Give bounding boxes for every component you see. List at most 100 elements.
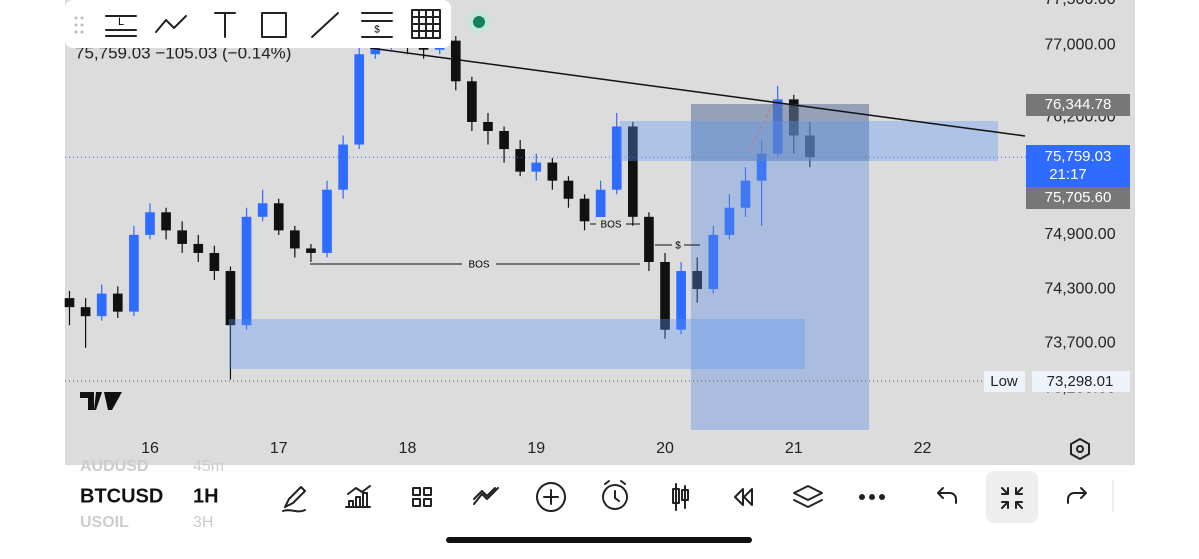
settings-dot — [1076, 445, 1084, 453]
more-btn[interactable] — [859, 494, 885, 500]
y-tick-label: 77,000.00 — [1044, 36, 1115, 53]
low-tag — [984, 371, 1025, 392]
tool-text: L — [118, 16, 124, 28]
draw-btn[interactable] — [282, 486, 306, 513]
candle-body — [112, 293, 123, 312]
countdown: 21:17 — [1049, 166, 1087, 183]
x-tick-label: 17 — [270, 440, 288, 457]
candle-body — [129, 234, 139, 312]
candle-body — [644, 216, 654, 262]
fullscreen-bg — [986, 471, 1038, 523]
y-tick-label: 74,900.00 — [1044, 226, 1115, 243]
candle-body — [322, 189, 332, 253]
candle-body — [692, 271, 703, 290]
status-dot — [473, 16, 485, 28]
zone — [620, 121, 998, 161]
tool-grid[interactable] — [411, 9, 441, 39]
interval-next[interactable]: 3H — [193, 514, 213, 531]
x-tick-label: 18 — [399, 440, 417, 457]
candle-body — [499, 130, 509, 150]
replay-btn[interactable] — [734, 488, 753, 506]
low-tag — [1032, 371, 1130, 392]
objects-btn[interactable] — [793, 485, 823, 508]
label-bg — [462, 257, 496, 271]
add-btn[interactable] — [536, 482, 566, 512]
candle-body — [177, 230, 188, 244]
candle-body — [241, 216, 252, 326]
position-stop — [691, 104, 869, 161]
redo-btn[interactable] — [1067, 487, 1087, 504]
candle-body — [450, 40, 461, 82]
chart-type-btn[interactable] — [672, 483, 689, 511]
low-value: 73,298.01 — [1047, 373, 1114, 390]
layouts-btn[interactable] — [412, 487, 432, 507]
indicators-btn[interactable] — [345, 485, 371, 508]
interval[interactable]: 1H — [193, 485, 219, 507]
x-tick-label: 20 — [656, 440, 674, 457]
candle-body — [338, 144, 348, 190]
symbol-next[interactable]: USOIL — [80, 514, 129, 531]
candle-body — [145, 212, 155, 235]
undo-btn[interactable] — [937, 487, 957, 504]
interval-prev[interactable]: 45m — [193, 458, 224, 475]
symbol-prev[interactable]: AUDUSD — [80, 458, 148, 475]
home-indicator — [446, 537, 752, 543]
label-bg — [596, 217, 626, 231]
candle-body — [660, 261, 670, 330]
candle-body — [257, 203, 268, 217]
tool-label[interactable]: L — [105, 15, 137, 37]
candle-body — [273, 203, 284, 231]
sweep-label: $ — [675, 241, 681, 252]
compare-btn[interactable] — [473, 487, 499, 505]
candle-body — [708, 234, 719, 290]
x-tick-label: 21 — [785, 440, 803, 457]
fullscreen-btn[interactable] — [1001, 487, 1023, 509]
candle-body — [805, 135, 815, 158]
position-box — [691, 104, 869, 430]
chart-background — [65, 0, 1135, 465]
price-tag — [1026, 187, 1130, 209]
candle-body — [595, 189, 606, 222]
candle-body — [772, 99, 783, 154]
settings[interactable] — [1070, 438, 1090, 460]
trendline — [369, 47, 1026, 137]
candle-body — [306, 248, 316, 253]
x-tick-label: 19 — [527, 440, 545, 457]
candle-body — [354, 54, 365, 145]
quote: 75,759.03 −105.03 (−0.14%) — [75, 43, 291, 62]
candle-body — [724, 207, 735, 235]
alert-btn[interactable] — [602, 480, 628, 510]
candle-body — [563, 180, 574, 199]
candle-body — [531, 162, 542, 172]
candle-body — [756, 153, 767, 181]
candle-body — [96, 293, 107, 317]
drawing-toolbar: L $ — [65, 0, 451, 48]
candle-body — [740, 180, 751, 208]
y-tick-label: 73,700.00 — [1044, 334, 1115, 351]
tool-text[interactable] — [214, 12, 236, 38]
candle-body — [467, 81, 477, 122]
candle-body — [193, 243, 204, 253]
y-tick-label: 77,500.00 — [1044, 0, 1115, 8]
x-tick-label: 22 — [914, 440, 932, 457]
price-tag-text: 76,344.78 — [1045, 96, 1112, 113]
tool-price[interactable]: $ — [361, 12, 393, 38]
tool-line[interactable] — [311, 12, 339, 38]
bos-label: BOS — [600, 220, 621, 231]
candle-body — [547, 162, 558, 181]
symbol[interactable]: BTCUSD — [80, 485, 163, 507]
candle-body — [209, 252, 220, 272]
price-tag — [1026, 94, 1130, 116]
label-bg — [672, 238, 684, 252]
last-price-tag — [1026, 145, 1130, 187]
last-price: 75,759.03 — [1045, 148, 1112, 165]
tool-rect[interactable] — [261, 12, 287, 38]
tv-logo — [80, 392, 122, 410]
candle-body — [80, 307, 91, 317]
candle-body — [290, 230, 300, 249]
plot: 73,200.0073,700.0074,300.0074,900.0076,2… — [64, 0, 1116, 457]
y-tick-label: 74,300.00 — [1044, 280, 1115, 297]
tool-path[interactable] — [155, 15, 187, 33]
bos-label: BOS — [468, 260, 489, 271]
